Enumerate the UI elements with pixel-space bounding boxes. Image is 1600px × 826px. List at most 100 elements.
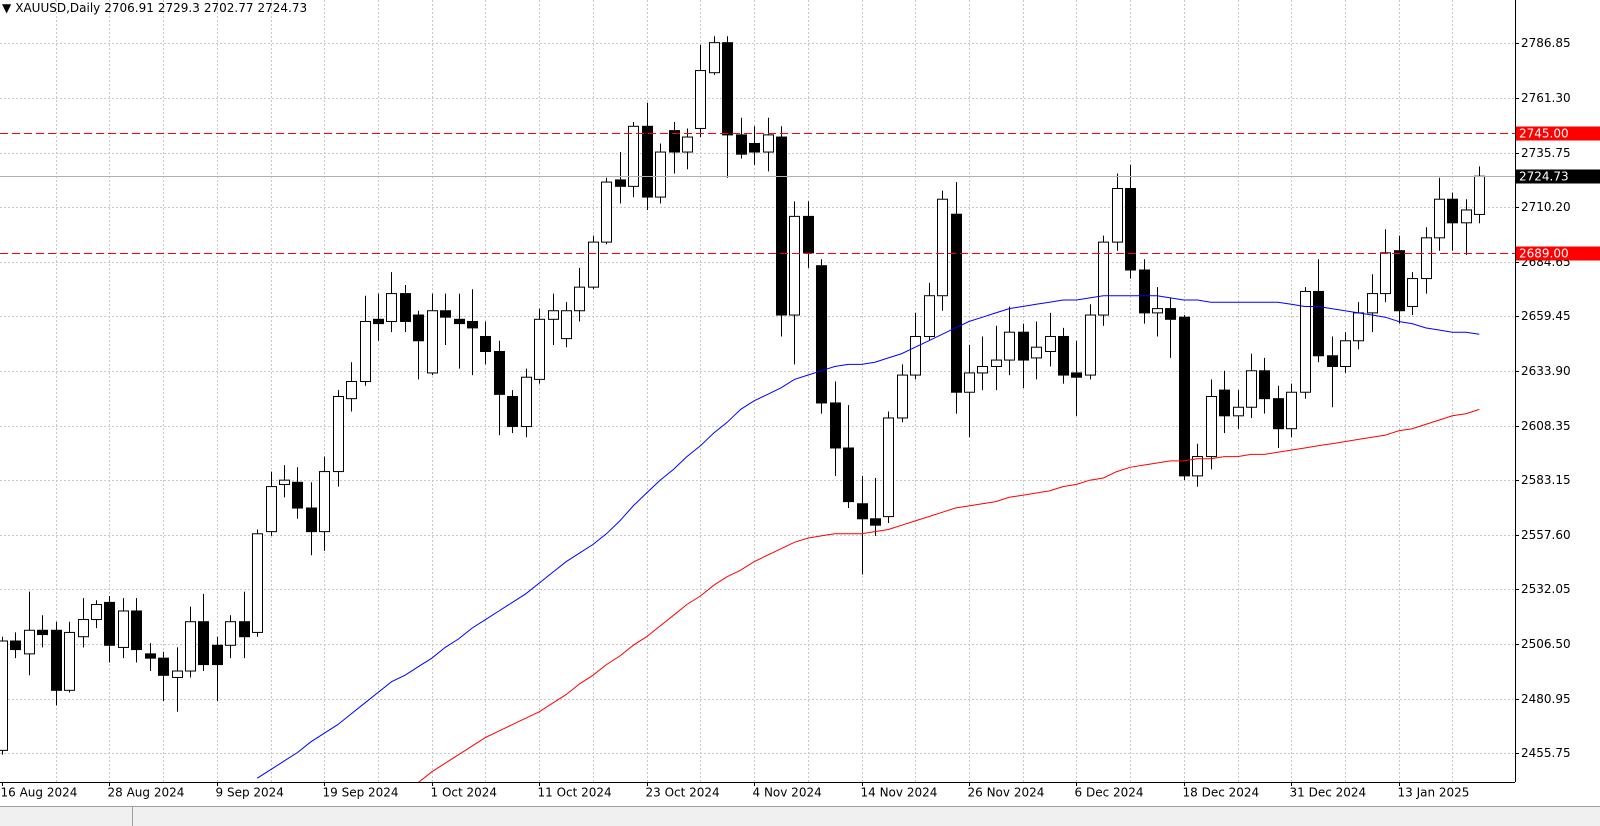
candle-body: [1071, 372, 1082, 378]
candle-body: [1286, 391, 1297, 430]
y-tick-label: 2455.75: [1521, 746, 1571, 760]
y-tick-label: 2735.75: [1521, 146, 1571, 160]
x-tick-label: 4 Nov 2024: [753, 786, 822, 800]
candle-body: [198, 621, 209, 666]
candle-body: [964, 372, 975, 393]
candle-body: [1018, 331, 1029, 361]
candle-body: [440, 310, 451, 318]
candle-body: [628, 125, 639, 187]
candle-body: [91, 604, 102, 621]
candle-body: [1125, 188, 1136, 271]
x-tick-label: 23 Oct 2024: [646, 786, 720, 800]
candle-body: [1206, 396, 1217, 458]
candle-body: [1461, 209, 1472, 224]
candle-body: [1152, 308, 1163, 314]
candle-body: [279, 479, 290, 485]
last-price-label: 2724.73: [1519, 170, 1569, 184]
candle-body: [883, 417, 894, 518]
candle-body: [870, 518, 881, 526]
candle-body: [373, 318, 384, 325]
candle-body: [507, 396, 518, 428]
candle-body: [1139, 269, 1150, 314]
candle-body: [534, 318, 545, 380]
candle-body: [266, 486, 277, 533]
candle-body: [292, 481, 303, 509]
x-tick-label: 6 Dec 2024: [1075, 786, 1144, 800]
y-tick-label: 2633.90: [1521, 364, 1571, 378]
candle-body: [588, 241, 599, 288]
candle-body: [1474, 175, 1485, 215]
candle-body: [51, 629, 62, 691]
candle-body: [413, 314, 424, 342]
chart-title: XAUUSD,Daily: [15, 1, 101, 15]
candle-body: [37, 629, 48, 636]
candle-body: [118, 610, 129, 648]
x-tick-label: 14 Nov 2024: [861, 786, 938, 800]
candle-body: [185, 621, 196, 672]
candle-body: [695, 70, 706, 129]
y-tick-label: 2659.45: [1521, 309, 1571, 323]
candle-body: [924, 295, 935, 337]
axes: 2786.852761.302735.752710.202684.652659.…: [1, 36, 1600, 800]
level-label-box: [1516, 126, 1600, 141]
candle-body: [1004, 331, 1015, 361]
candle-body: [131, 610, 142, 651]
x-tick-label: 13 Jan 2025: [1398, 786, 1470, 800]
candle-body: [682, 136, 693, 153]
candle-body: [1045, 335, 1056, 352]
candle-body: [1380, 252, 1391, 295]
candle-body: [1179, 316, 1190, 477]
candle-body: [0, 640, 8, 751]
x-tick-label: 31 Dec 2024: [1290, 786, 1367, 800]
candle-body: [1112, 188, 1123, 243]
candle-body: [145, 653, 156, 659]
y-tick-label: 2532.05: [1521, 582, 1571, 596]
candle-body: [803, 215, 814, 254]
candle-body: [78, 619, 89, 638]
candle-body: [1353, 312, 1364, 342]
menu-arrow: ▼: [2, 1, 12, 15]
candle-body: [521, 376, 532, 428]
candle-body: [158, 657, 169, 676]
candle-body: [857, 503, 868, 520]
candle-body: [225, 621, 236, 646]
candle-body: [10, 640, 21, 651]
last-low: 2702.77: [203, 1, 254, 15]
last-close: 2724.73: [257, 1, 308, 15]
candle-body: [386, 293, 397, 322]
candle-body: [480, 335, 491, 352]
candle-body: [548, 310, 559, 320]
x-tick-label: 18 Dec 2024: [1183, 786, 1260, 800]
candle-body: [1085, 314, 1096, 376]
candle-body: [319, 471, 330, 533]
candle-body: [1192, 456, 1203, 477]
candle-body: [1219, 389, 1230, 417]
candle-body: [991, 359, 1002, 367]
candle-body: [239, 621, 250, 638]
candle-body: [333, 396, 344, 473]
candle-body: [789, 215, 800, 316]
candle-body: [1031, 346, 1042, 359]
chart-header: ▼ XAUUSD,Daily 2706.91 2729.3 2702.77 2724.73: [2, 1, 311, 15]
candle-body: [897, 374, 908, 419]
y-tick-label: 2710.20: [1521, 200, 1571, 214]
candle-body: [709, 42, 720, 74]
x-tick-label: 19 Sep 2024: [323, 786, 399, 800]
candle-body: [1273, 398, 1284, 430]
candle-body: [1058, 335, 1069, 376]
candle-body: [1313, 290, 1324, 357]
candle-body: [1367, 293, 1378, 314]
candle-body: [615, 179, 626, 187]
candle-body: [642, 125, 653, 198]
candle-body: [1421, 237, 1432, 280]
candle-body: [830, 402, 841, 449]
x-tick-label: 16 Aug 2024: [1, 786, 78, 800]
y-tick-label: 2506.50: [1521, 637, 1571, 651]
x-tick-label: 11 Oct 2024: [538, 786, 612, 800]
last-open: 2706.91: [104, 1, 154, 15]
moving-average-line: [418, 408, 1480, 782]
candle-body: [574, 286, 585, 312]
x-tick-label: 9 Sep 2024: [216, 786, 284, 800]
